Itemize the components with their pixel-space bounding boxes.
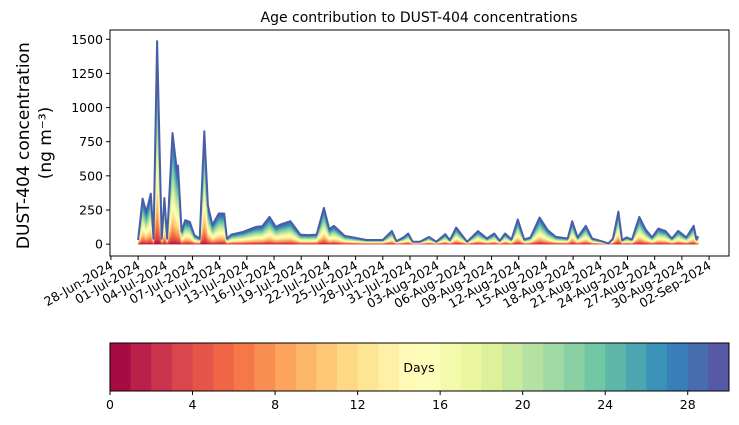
age-band-3-4-days	[138, 234, 699, 245]
colorbar-segment-27	[667, 343, 689, 391]
total-concentration-line	[137, 40, 700, 245]
colorbar-segment-0	[110, 343, 132, 391]
colorbar-segment-28	[687, 343, 709, 391]
age-band-18-19-days	[138, 141, 699, 245]
age-band-13-14-days	[138, 179, 699, 245]
y-tick-label: 750	[79, 134, 103, 149]
stacked-areas	[137, 40, 700, 245]
age-band-10-11-days	[138, 199, 699, 245]
age-band-24-25-days	[138, 89, 699, 245]
age-band-14-15-days	[138, 172, 699, 245]
colorbar-segment-6	[233, 343, 255, 391]
colorbar-frame	[109, 342, 730, 392]
age-band-9-10-days	[138, 205, 699, 245]
colorbar-label: Days	[403, 360, 434, 375]
colorbar-segment-7	[254, 343, 276, 391]
colorbar-segment-2	[151, 343, 173, 391]
age-band-23-24-days	[138, 98, 699, 245]
colorbar-tick-label: 20	[515, 397, 531, 412]
colorbar-tick-label: 24	[597, 397, 613, 412]
age-band-20-21-days	[138, 125, 699, 245]
colorbar-segment-29	[708, 343, 730, 391]
age-band-12-13-days	[138, 186, 699, 245]
age-band-17-18-days	[138, 149, 699, 245]
x-axis: 28-Jun-202401-Jul-202404-Jul-202407-Jul-…	[41, 256, 714, 311]
colorbar-segment-16	[440, 343, 462, 391]
age-band-8-9-days	[138, 210, 699, 245]
age-band-21-22-days	[138, 116, 699, 245]
colorbar-tick-label: 16	[432, 397, 448, 412]
age-band-16-17-days	[138, 157, 699, 245]
colorbar-segment-3	[171, 343, 194, 391]
age-band-7-8-days	[138, 216, 699, 245]
colorbar-segment-5	[213, 343, 235, 391]
colorbar-tick-label: 8	[271, 397, 279, 412]
colorbar-segment-15	[419, 343, 441, 391]
y-axis-label-line1: DUST-404 concentration	[14, 42, 34, 249]
age-band-5-6-days	[138, 226, 699, 245]
colorbar-segment-14	[398, 343, 420, 391]
colorbar-segment-21	[543, 343, 565, 391]
age-band-6-7-days	[138, 221, 699, 245]
colorbar-segment-11	[336, 343, 359, 391]
colorbar-segment-26	[646, 343, 668, 391]
colorbar-segment-22	[563, 343, 586, 391]
colorbar-segment-9	[295, 343, 317, 391]
colorbar-segment-17	[460, 343, 482, 391]
colorbar-segment-25	[625, 343, 647, 391]
chart-title: Age contribution to DUST-404 concentrati…	[261, 10, 578, 26]
colorbar-segment-13	[378, 343, 400, 391]
y-tick-label: 250	[79, 202, 103, 217]
y-tick-label: 1000	[71, 100, 103, 115]
colorbar-segment-19	[502, 343, 524, 391]
age-band-19-20-days	[138, 133, 699, 245]
colorbar-segment-10	[316, 343, 338, 391]
colorbar-tick-label: 0	[106, 397, 114, 412]
y-tick-label: 1250	[71, 66, 103, 81]
colorbar-segment-20	[522, 343, 544, 391]
y-axis: 0 250 500 750 1000 1250 1500	[71, 32, 110, 252]
colorbar-segment-8	[275, 343, 297, 391]
y-axis-label-line2: (ng m⁻³)	[36, 107, 56, 180]
colorbar-segment-23	[584, 343, 606, 391]
y-tick-label: 0	[95, 237, 103, 252]
colorbar-tick-label: 28	[680, 397, 696, 412]
colorbar-segment-24	[605, 343, 627, 391]
colorbar-segment-12	[357, 343, 379, 391]
colorbar-segment-4	[192, 343, 214, 391]
age-band-22-23-days	[138, 107, 699, 245]
age-band-28-29-days	[138, 51, 699, 245]
colorbar: 0 4 8 12 16 20 24 28	[106, 343, 730, 412]
colorbar-tick-label: 4	[189, 397, 197, 412]
age-band-27-28-days	[138, 61, 699, 245]
age-band-25-26-days	[138, 80, 699, 245]
plot-frame	[109, 29, 730, 257]
colorbar-tick-label: 12	[350, 397, 366, 412]
age-band-4-5-days	[138, 230, 699, 245]
colorbar-segment-1	[130, 343, 152, 391]
age-band-11-12-days	[138, 192, 699, 245]
y-tick-label: 500	[79, 168, 103, 183]
y-tick-label: 1500	[71, 32, 103, 47]
colorbar-segment-18	[481, 343, 503, 391]
y-axis-label: DUST-404 concentration (ng m⁻³)	[14, 37, 56, 249]
age-band-15-16-days	[138, 165, 699, 245]
age-band-26-27-days	[138, 70, 699, 245]
